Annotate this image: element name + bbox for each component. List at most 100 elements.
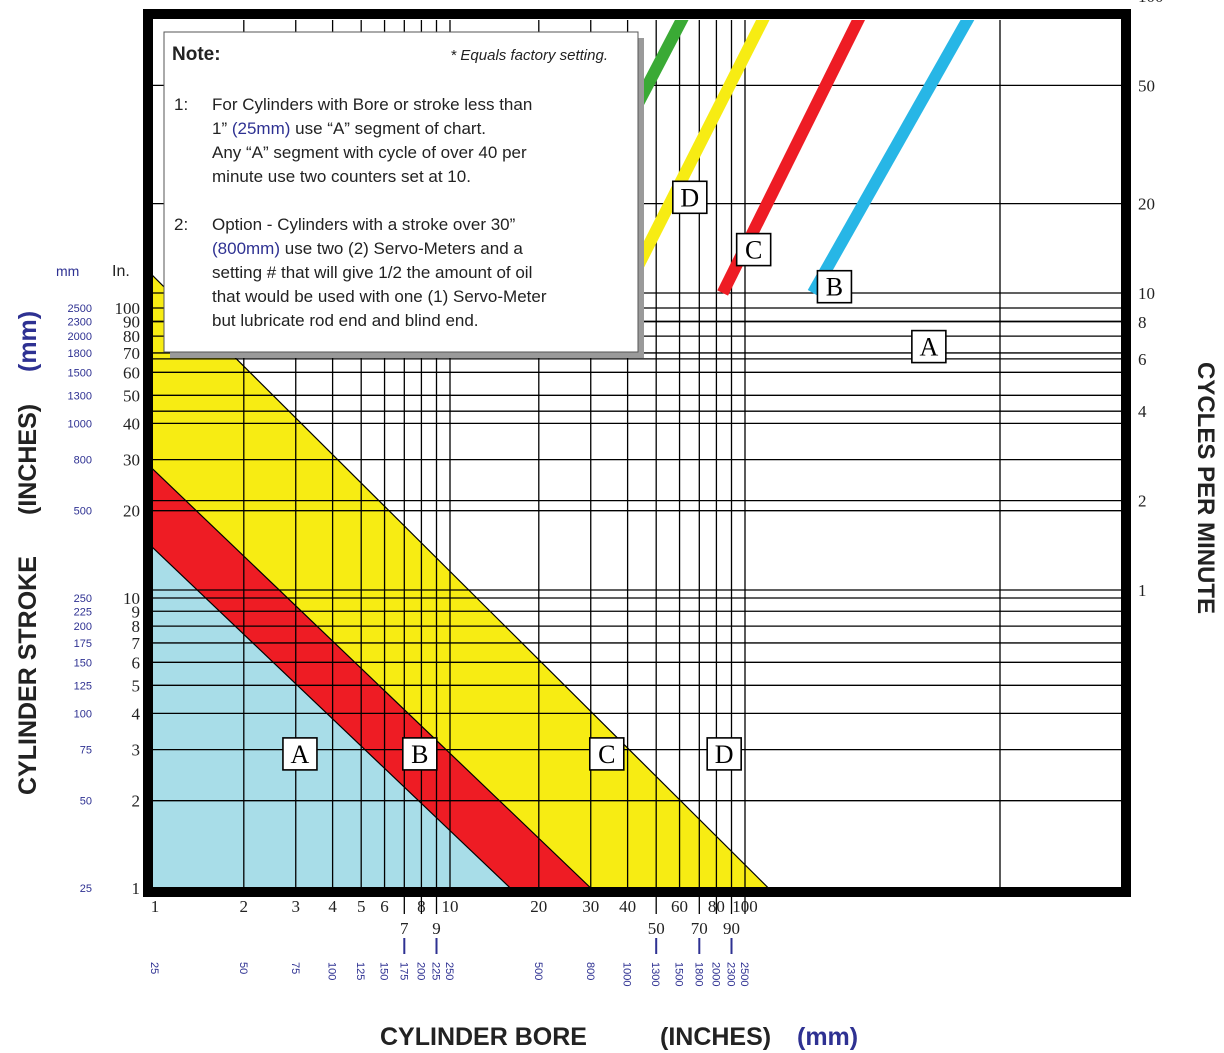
- y-tick-label: 1: [132, 879, 141, 898]
- x-tick-label: 3: [292, 897, 301, 916]
- y-mm-label: 1000: [68, 418, 92, 430]
- cycle-label-c-letter: C: [745, 236, 762, 265]
- cycle-line-c: [619, 20, 770, 296]
- y-unit-header-mm: mm: [56, 263, 79, 279]
- y-mm-label: 100: [74, 708, 92, 720]
- right-axis-title: CYCLES PER MINUTE: [1192, 362, 1219, 614]
- note-item2-line5: but lubricate rod end and blind end.: [212, 311, 479, 330]
- x-tick-label: 1: [151, 897, 160, 916]
- y-tick-label: 20: [123, 502, 140, 521]
- note-heading: Note:: [172, 44, 221, 65]
- x-tick-label: 6: [380, 897, 389, 916]
- cpm-tick-label: 20: [1138, 195, 1155, 214]
- cpm-tick-label: 50: [1138, 76, 1155, 95]
- region-label-d: D: [706, 737, 742, 771]
- note-mm: (25mm): [232, 119, 291, 138]
- cpm-tick-label: 2: [1138, 492, 1147, 511]
- x-mm-label: 1500: [673, 962, 685, 986]
- note-item2-line3: setting # that will give 1/2 the amount …: [212, 263, 532, 282]
- cpm-tick-label: 100: [1138, 0, 1164, 6]
- x-mm-label: 75: [289, 962, 301, 974]
- region-boundaries: [152, 274, 769, 888]
- note-item2-line2: (800mm) use two (2) Servo-Meters and a: [212, 239, 523, 258]
- region-label-b-letter: B: [411, 740, 428, 769]
- x-tick-label: 4: [328, 897, 337, 916]
- x-axis-metric: (mm): [797, 1023, 858, 1051]
- cycle-label-d-letter: D: [680, 183, 699, 212]
- x-mm-label: 125: [354, 962, 366, 980]
- y-mm-label: 2000: [68, 331, 92, 343]
- y-unit-header-in: In.: [112, 263, 130, 280]
- x-mm-label: 2300: [725, 962, 737, 986]
- note-mm: (800mm): [212, 239, 280, 258]
- y-mm-label: 2300: [68, 316, 92, 328]
- note-item2-num: 2:: [174, 215, 188, 234]
- region-boundary-a: [152, 546, 511, 888]
- y-mm-label: 150: [74, 657, 92, 669]
- y-tick-label: 8: [132, 617, 141, 636]
- cycle-label-a-letter: A: [919, 333, 938, 362]
- cycle-label-a-box: [911, 329, 947, 364]
- y-mm-label: 1500: [68, 367, 92, 379]
- y-tick-label: 80: [123, 327, 140, 346]
- cpm-tick-label: 4: [1138, 402, 1147, 421]
- cycle-line-b: [717, 20, 866, 296]
- region-label-a-letter: A: [291, 740, 310, 769]
- cycle-label-c-box: [735, 232, 772, 267]
- note-factory: * Equals factory setting.: [450, 47, 608, 64]
- x-tick-label-lower: 70: [691, 919, 708, 938]
- note-box: Note: * Equals factory setting. 1: For C…: [163, 31, 644, 358]
- y-mm-label: 50: [80, 796, 92, 808]
- y-tick-label: 60: [123, 363, 140, 382]
- x-mm-label: 800: [584, 962, 596, 980]
- y-tick-label: 2: [132, 792, 141, 811]
- y-mm-label: 500: [74, 506, 92, 518]
- cpm-tick-label: 10: [1138, 284, 1155, 303]
- x-tick-label: 30: [582, 897, 599, 916]
- y-tick-label: 3: [132, 741, 141, 760]
- x-mm-label: 50: [237, 962, 249, 974]
- x-mm-label: 100: [326, 962, 338, 980]
- cycle-line-a: [807, 20, 975, 296]
- y-axis-title: CYLINDER STROKE: [14, 556, 42, 795]
- cycle-label-b-letter: B: [826, 273, 843, 302]
- x-tick-label-lower: 7: [400, 919, 409, 938]
- y-mm-label: 75: [80, 745, 92, 757]
- note-inch: 1”: [212, 119, 227, 138]
- x-tick-label: 40: [619, 897, 636, 916]
- y-axis-metric: (mm): [14, 311, 42, 372]
- x-mm-label: 1300: [649, 962, 661, 986]
- x-mm-label: 1000: [621, 962, 633, 986]
- y-tick-label: 10: [123, 589, 140, 608]
- y-tick-label: 4: [132, 704, 141, 723]
- x-mm-label: 1800: [692, 962, 704, 986]
- cycle-label-b-box: [816, 269, 853, 304]
- x-mm-label: 150: [378, 962, 390, 980]
- cycle-label-c: C: [735, 232, 772, 267]
- y-mm-label: 1800: [68, 348, 92, 360]
- region-label-b-box: [401, 737, 438, 771]
- y-tick-label: 9: [132, 602, 141, 621]
- y-tick-label: 90: [123, 312, 140, 331]
- y-tick-label: 7: [132, 634, 141, 653]
- region-label-c: C: [588, 737, 625, 771]
- cycle-label-d: D: [672, 180, 708, 215]
- y-tick-label: 5: [132, 676, 141, 695]
- x-mm-label: 175: [397, 962, 409, 980]
- x-axis-title: CYLINDER BORE: [380, 1023, 587, 1051]
- x-tick-label-lower: 9: [432, 919, 441, 938]
- note-text: use two (2) Servo-Meters and a: [285, 239, 524, 258]
- x-mm-label: 500: [532, 962, 544, 980]
- x-tick-label: 2: [240, 897, 249, 916]
- y-mm-label: 25: [80, 883, 92, 895]
- note-item1-line4: minute use two counters set at 10.: [212, 167, 471, 186]
- y-tick-label: 40: [123, 414, 140, 433]
- region-label-b: B: [401, 737, 438, 771]
- cpm-tick-label: 6: [1138, 350, 1147, 369]
- y-mm-label: 225: [74, 606, 92, 618]
- y-tick-label: 30: [123, 451, 140, 470]
- x-mm-label: 250: [443, 962, 455, 980]
- note-panel: [163, 31, 639, 353]
- y-mm-label: 1300: [68, 390, 92, 402]
